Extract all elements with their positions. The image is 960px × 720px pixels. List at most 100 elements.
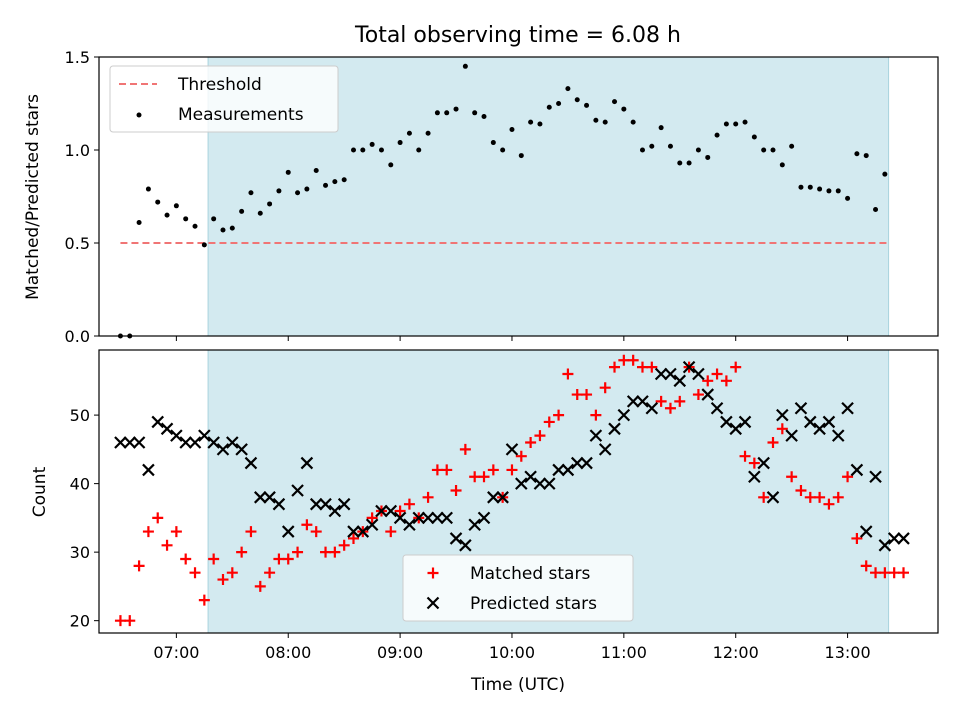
top-legend-box [109, 65, 339, 133]
predicted-star-point [440, 511, 453, 525]
predicted-star-point [664, 367, 677, 381]
measurement-point [639, 147, 645, 153]
matched-star-point [898, 567, 910, 579]
predicted-star-point [626, 395, 640, 408]
matched-star-point [748, 457, 760, 469]
predicted-star-point [384, 504, 398, 518]
predicted-star-point [170, 429, 183, 442]
predicted-star-point [692, 367, 705, 381]
x-tick-label: 12:00 [713, 643, 759, 662]
matched-star-point [161, 539, 173, 551]
matched-star-point [720, 375, 732, 387]
predicted-star-point [542, 477, 556, 490]
predicted-star-point [319, 497, 332, 511]
measurement-point [779, 162, 785, 168]
matched-star-point [776, 423, 788, 435]
top-x-ticks [175, 336, 849, 341]
measurement-points [117, 63, 888, 339]
predicted-star-point [347, 525, 360, 538]
measurement-point [211, 216, 217, 222]
bottom-y-ticks: 20 30 40 50 [70, 406, 99, 631]
predicted-star-point [309, 497, 323, 511]
predicted-star-point [123, 436, 137, 449]
top-axes-frame [98, 56, 939, 337]
predicted-star-point [729, 422, 742, 436]
measurement-point [733, 121, 739, 127]
matched-star-point [888, 567, 900, 579]
predicted-star-point [645, 401, 659, 415]
bottom-panel: 20 30 40 50 07:00 08:00 09:00 10:00 11:00 12:00 1… [30, 349, 939, 695]
bottom-y-tick-label: 30 [70, 543, 90, 562]
measurement-point [406, 130, 412, 136]
matched-star-point [478, 471, 490, 483]
bottom-y-tick-label: 20 [70, 612, 90, 631]
measurement-point [658, 125, 664, 131]
legend-threshold-label: Threshold [177, 75, 262, 95]
measurement-point [295, 190, 301, 196]
bottom-legend-box [402, 554, 634, 622]
measurement-point [434, 110, 440, 116]
matched-star-point [217, 574, 229, 586]
matched-star-point [226, 567, 238, 579]
top-panel: 0.0 0.5 1.0 1.5 Total observing time = 6.08… [23, 23, 939, 346]
measurement-point [612, 99, 618, 105]
measurement-point [845, 195, 851, 201]
measurement-point [239, 208, 245, 214]
matched-star-point [534, 430, 546, 442]
matched-star-point [767, 437, 779, 449]
matched-star-point [674, 395, 686, 407]
measurement-point [173, 203, 179, 209]
predicted-star-point [654, 367, 668, 381]
measurement-point [518, 153, 524, 159]
predicted-star-point [412, 511, 426, 525]
predicted-star-point [421, 511, 435, 525]
measurement-point [490, 140, 496, 146]
matched-star-point [273, 553, 285, 565]
matched-star-point [879, 567, 891, 579]
measurement-point [807, 184, 813, 190]
predicted-star-point [785, 429, 798, 442]
matched-star-point [338, 539, 350, 551]
top-legend: Threshold Measurements [109, 65, 339, 133]
bottom-y-axis-label: Count [30, 466, 50, 517]
measurement-point [854, 151, 860, 157]
predicted-star-point [831, 429, 845, 442]
measurement-point [667, 143, 673, 149]
matched-star-point [292, 546, 304, 558]
predicted-star-point [496, 491, 509, 504]
x-tick-label: 07:00 [153, 643, 199, 662]
matched-star-point [450, 484, 462, 496]
predicted-star-point [142, 463, 155, 477]
matched-star-point [152, 512, 164, 524]
measurement-point [546, 104, 552, 110]
predicted-star-point [403, 518, 416, 532]
predicted-star-point [776, 408, 789, 422]
predicted-star-point [459, 539, 472, 552]
legend-predicted-label: Predicted stars [470, 594, 597, 614]
measurement-point [267, 201, 273, 207]
predicted-star-point [365, 518, 379, 532]
measurement-point [136, 220, 142, 226]
matched-star-point [842, 471, 854, 483]
matched-star-point [264, 567, 276, 579]
legend-matched-swatch [427, 567, 439, 579]
measurement-point [276, 188, 282, 194]
measurement-point [789, 143, 795, 149]
top-y-tick-label: 1.5 [65, 48, 90, 67]
measurement-point [686, 160, 692, 166]
matched-star-point [431, 464, 443, 476]
predicted-star-point [198, 429, 211, 442]
measurement-point [873, 207, 879, 213]
predicted-star-point [505, 443, 519, 456]
predicted-star-point [598, 443, 612, 456]
x-tick-label: 10:00 [489, 643, 535, 662]
measurement-point [509, 127, 515, 133]
matched-star-point [301, 519, 313, 531]
matched-star-point [814, 491, 826, 503]
measurement-point [798, 184, 804, 190]
matched-star-point [702, 375, 714, 387]
matched-star-point [627, 354, 639, 366]
matched-star-point [310, 526, 322, 538]
predicted-star-point [216, 443, 230, 456]
